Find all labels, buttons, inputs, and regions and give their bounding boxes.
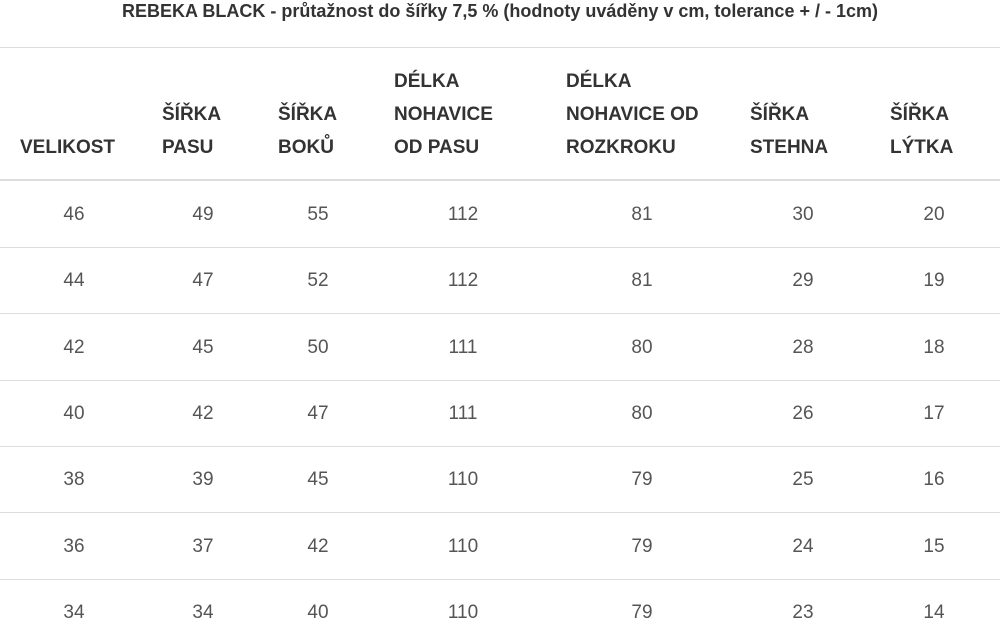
column-header: ROZKROKU: [566, 137, 676, 158]
table-cell: 29: [792, 270, 814, 292]
table-cell: 20: [923, 204, 945, 225]
table-cell: 45: [192, 336, 214, 358]
column-header: STEHNA: [750, 137, 829, 158]
table-cell: 81: [631, 204, 653, 225]
table-cell: 24: [792, 535, 814, 557]
column-header: NOHAVICE OD: [566, 104, 699, 125]
table-cell: 52: [307, 270, 329, 292]
column-header: ŠÍŘKA: [750, 104, 810, 125]
column-header: VELIKOST: [20, 137, 116, 158]
row-border: [0, 446, 1000, 447]
table-cell: 23: [792, 601, 814, 622]
table-cell: 15: [923, 535, 945, 557]
column-header: NOHAVICE: [394, 104, 493, 125]
table-cell: 42: [192, 402, 214, 424]
table-cell: 111: [448, 402, 478, 424]
row-border: [0, 512, 1000, 513]
table-top-border: [0, 47, 1000, 48]
table-cell: 42: [307, 535, 329, 557]
column-header: DÉLKA: [394, 71, 460, 92]
table-cell: 37: [192, 535, 214, 557]
table-cell: 79: [631, 469, 653, 491]
table-cell: 39: [192, 469, 214, 491]
row-border: [0, 313, 1000, 314]
column-header: OD PASU: [394, 137, 480, 158]
table-cell: 110: [447, 535, 479, 557]
table-cell: 46: [63, 204, 85, 225]
table-cell: 28: [792, 336, 814, 358]
table-cell: 30: [792, 204, 814, 225]
table-cell: 112: [447, 204, 479, 225]
table-cell: 80: [631, 402, 653, 424]
table-title: REBEKA BLACK - průtažnost do šířky 7,5 %…: [122, 1, 878, 21]
column-header: DÉLKA: [566, 71, 632, 92]
column-header: PASU: [162, 137, 214, 158]
table-cell: 50: [307, 336, 329, 358]
table-cell: 112: [447, 270, 479, 292]
table-cell: 47: [307, 402, 329, 424]
table-cell: 14: [923, 601, 945, 622]
table-cell: 36: [63, 535, 85, 557]
table-cell: 19: [923, 270, 945, 292]
table-cell: 44: [63, 270, 85, 292]
column-header: ŠÍŘKA: [278, 104, 338, 125]
table-cell: 110: [447, 601, 479, 622]
table-cell: 26: [792, 402, 814, 424]
header-border: [0, 179, 1000, 181]
table-cell: 17: [923, 402, 945, 424]
table-cell: 55: [307, 204, 329, 225]
row-border: [0, 579, 1000, 580]
table-cell: 47: [192, 270, 214, 292]
column-header: BOKŮ: [278, 137, 334, 158]
table-cell: 79: [631, 601, 653, 622]
table-cell: 80: [631, 336, 653, 358]
column-header: ŠÍŘKA: [890, 104, 950, 125]
table-cell: 16: [923, 469, 945, 491]
table-cell: 49: [192, 204, 214, 225]
table-cell: 111: [448, 336, 478, 358]
table-cell: 40: [307, 601, 329, 622]
table-cell: 45: [307, 469, 329, 491]
row-border: [0, 380, 1000, 381]
table-cell: 34: [63, 601, 85, 622]
table-cell: 79: [631, 535, 653, 557]
table-cell: 42: [63, 336, 85, 358]
row-border: [0, 247, 1000, 248]
table-cell: 18: [923, 336, 945, 358]
table-cell: 110: [447, 469, 479, 491]
table-cell: 81: [631, 270, 653, 292]
table-cell: 25: [792, 469, 814, 491]
table-cell: 40: [63, 402, 85, 424]
column-header: ŠÍŘKA: [162, 104, 222, 125]
table-cell: 38: [63, 469, 85, 491]
table-cell: 34: [192, 601, 214, 622]
column-header: LÝTKA: [890, 137, 954, 158]
